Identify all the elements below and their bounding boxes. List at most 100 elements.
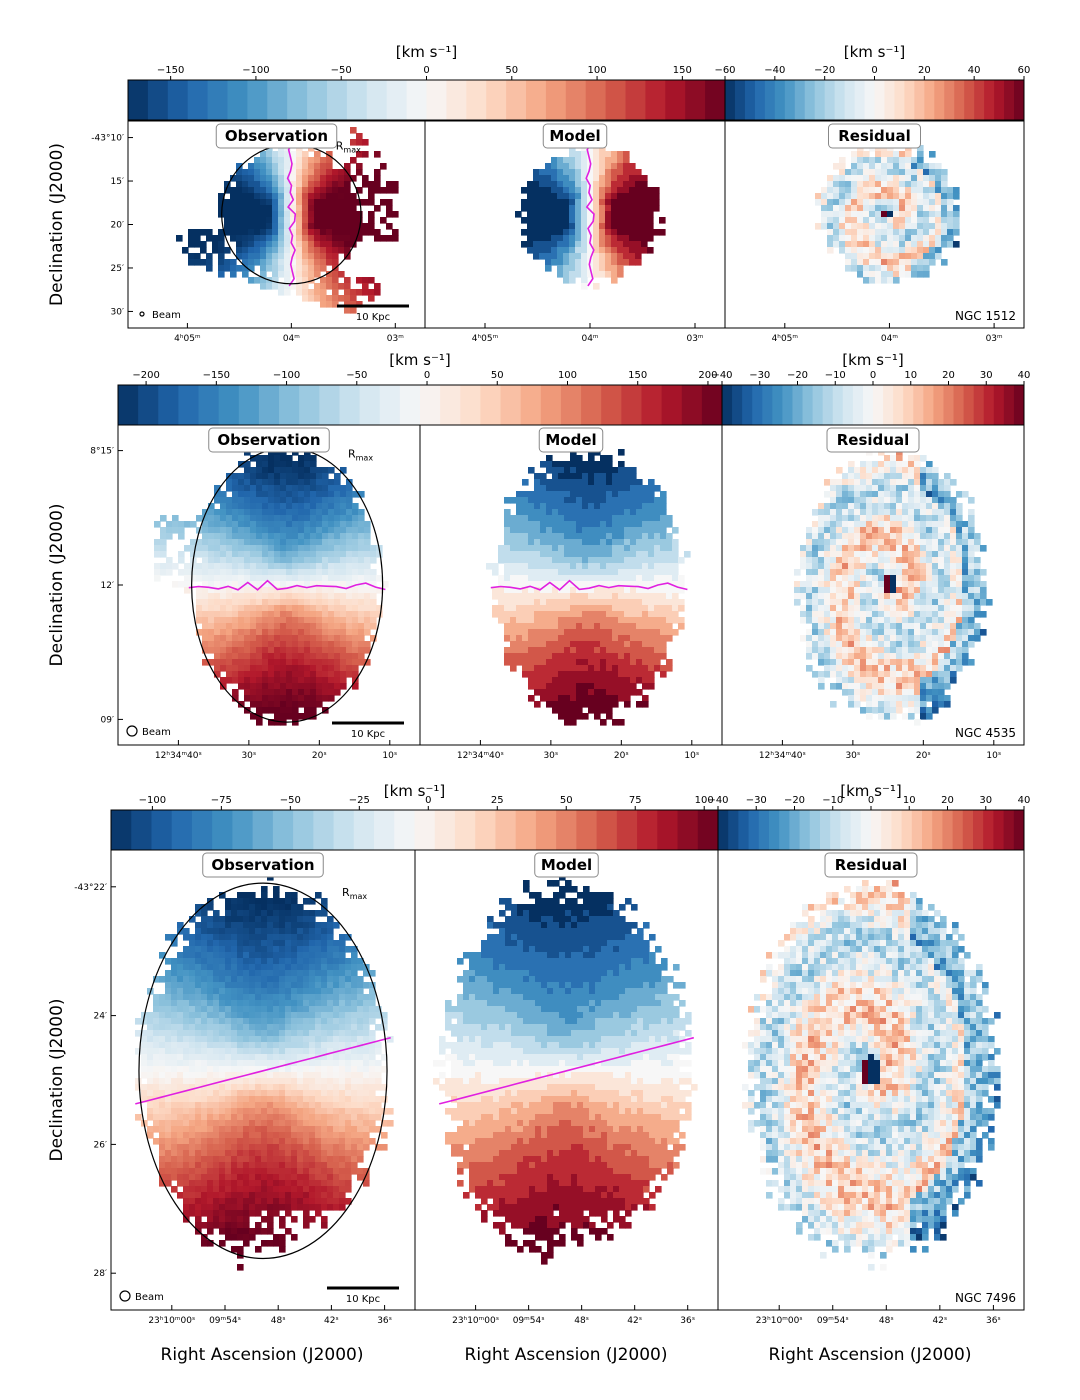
res-map-cell: [944, 581, 951, 588]
model-map-cell: [630, 503, 637, 510]
obs-map-cell: [244, 677, 251, 684]
obs-map-cell: [254, 253, 261, 260]
res-map-cell: [914, 467, 921, 474]
model-map-cell: [599, 193, 606, 200]
model-map-cell: [588, 539, 595, 546]
obs-map-cell: [268, 473, 275, 480]
obs-map-cell: [296, 289, 303, 296]
obs-map-cell: [376, 611, 383, 618]
res-map-cell: [854, 551, 861, 558]
obs-map-cell: [208, 611, 215, 618]
obs-map-cell: [322, 671, 329, 678]
model-map-cell: [599, 217, 606, 224]
res-map-cell: [812, 563, 819, 570]
obs-map-cell: [244, 509, 251, 516]
obs-map-cell: [166, 563, 173, 570]
obs-map-cell: [272, 241, 279, 248]
obs-map-cell: [214, 557, 221, 564]
model-map-cell: [540, 497, 547, 504]
model-map-cell: [552, 671, 559, 678]
obs-map-cell: [340, 665, 347, 672]
res-map-cell: [944, 503, 951, 510]
obs-map-cell: [232, 509, 239, 516]
model-map-cell: [582, 617, 589, 624]
obs-map-cell: [302, 283, 309, 290]
model-map-cell: [588, 707, 595, 714]
model-map-cell: [636, 497, 643, 504]
model-map-cell: [570, 497, 577, 504]
model-map-cell: [528, 629, 535, 636]
model-map-cell: [582, 641, 589, 648]
model-map-cell: [636, 599, 643, 606]
obs-map-cell: [262, 665, 269, 672]
res-map-cell: [869, 217, 876, 224]
res-map-cell: [941, 199, 948, 206]
model-map-cell: [588, 485, 595, 492]
res-map-cell: [884, 569, 891, 576]
model-map-cell: [599, 175, 606, 182]
res-map-cell: [848, 623, 855, 630]
model-map-cell: [588, 593, 595, 600]
obs-map-cell: [358, 611, 365, 618]
model-map-cell: [618, 695, 625, 702]
model-map-cell: [672, 557, 679, 564]
obs-map-cell: [262, 647, 269, 654]
obs-map-cell: [226, 569, 233, 576]
obs-map-cell: [352, 515, 359, 522]
velocity-colorbar-swatch: [207, 80, 228, 120]
model-map-cell: [636, 671, 643, 678]
res-map-cell: [839, 193, 846, 200]
obs-map-cell: [248, 253, 255, 260]
obs-map-cell: [316, 701, 323, 708]
res-map-cell: [893, 241, 900, 248]
model-map-cell: [636, 641, 643, 648]
res-map-cell: [848, 701, 855, 708]
obs-map-cell: [214, 635, 221, 642]
res-map-cell: [887, 265, 894, 272]
res-map-cell: [884, 647, 891, 654]
res-map-cell: [824, 611, 831, 618]
model-map-cell: [528, 599, 535, 606]
model-map-cell: [546, 611, 553, 618]
obs-map-cell: [256, 569, 263, 576]
model-map-cell: [629, 199, 636, 206]
model-map-cell: [546, 617, 553, 624]
velocity-colorbar-swatch: [346, 80, 368, 120]
model-map-cell: [539, 217, 546, 224]
res-map-cell: [902, 647, 909, 654]
model-map-cell: [582, 569, 589, 576]
obs-map-cell: [208, 635, 215, 642]
res-map-cell: [911, 181, 918, 188]
model-map-cell: [587, 187, 594, 194]
rmax-label: Rmax: [348, 447, 373, 462]
res-map-cell: [851, 235, 858, 242]
model-map-cell: [654, 521, 661, 528]
res-map-cell: [914, 455, 921, 462]
model-map-cell: [545, 175, 552, 182]
res-map-cell: [857, 181, 864, 188]
obs-map-cell: [392, 235, 399, 242]
model-map-cell: [546, 677, 553, 684]
model-map-cell: [582, 653, 589, 660]
res-map-cell: [902, 551, 909, 558]
model-map-cell: [624, 665, 631, 672]
obs-map-cell: [248, 205, 255, 212]
res-map-cell: [902, 695, 909, 702]
obs-map-cell: [194, 235, 201, 242]
obs-map-cell: [334, 509, 341, 516]
model-map-cell: [534, 545, 541, 552]
obs-map-cell: [242, 181, 249, 188]
obs-map-cell: [220, 659, 227, 666]
obs-map-cell: [334, 569, 341, 576]
model-map-cell: [552, 611, 559, 618]
obs-map-cell: [328, 593, 335, 600]
model-map-cell: [540, 641, 547, 648]
model-map-cell: [653, 187, 660, 194]
res-map-cell: [917, 205, 924, 212]
res-map-cell: [911, 259, 918, 266]
model-map-cell: [629, 181, 636, 188]
obs-map-cell: [344, 163, 351, 170]
model-map-cell: [570, 605, 577, 612]
res-map-cell: [860, 467, 867, 474]
res-map-cell: [842, 539, 849, 546]
